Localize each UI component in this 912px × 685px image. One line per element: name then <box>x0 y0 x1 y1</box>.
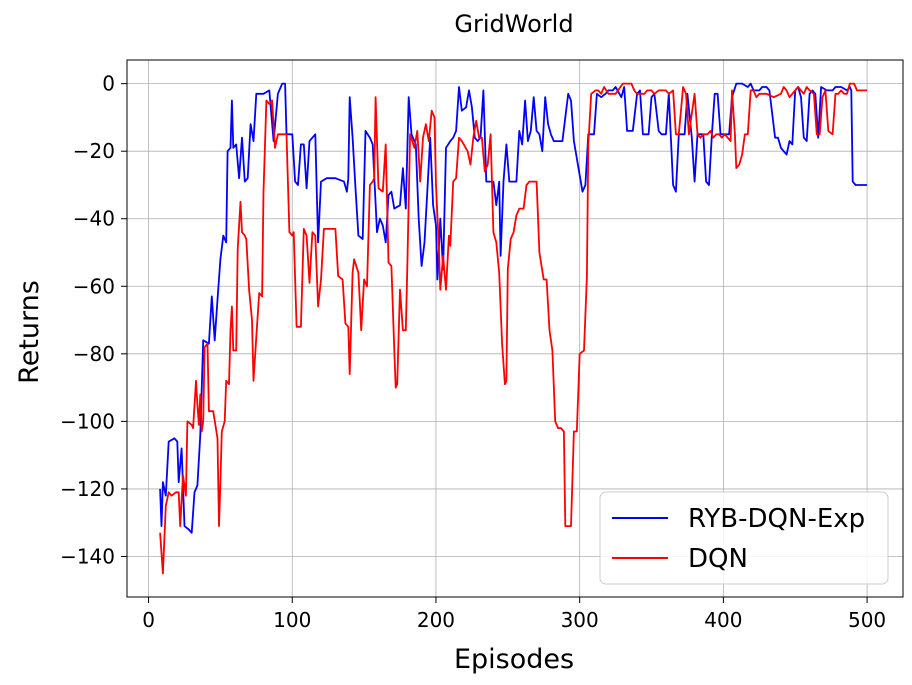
legend-box <box>599 491 889 585</box>
y-tick-label: 0 <box>102 72 115 96</box>
x-tick-label: 200 <box>417 608 455 632</box>
x-tick-label: 0 <box>142 608 155 632</box>
y-tick-label: −120 <box>60 477 115 501</box>
y-tick-label: −80 <box>73 342 115 366</box>
x-tick-label: 100 <box>273 608 311 632</box>
series-line-dqn <box>159 82 868 575</box>
tick-layer: 0 100 200 300 400 500 0 −20 −40 −60 −80 −100 −120 −14… <box>60 72 886 632</box>
chart-title: GridWorld <box>454 10 573 38</box>
x-tick-label: 300 <box>561 608 599 632</box>
x-tick-label: 500 <box>848 608 886 632</box>
x-tick-label: 400 <box>704 608 742 632</box>
series-layer <box>159 82 868 575</box>
plot-frame <box>126 59 904 598</box>
y-tick-label: −40 <box>73 207 115 231</box>
legend-label-dqn: DQN <box>688 544 748 574</box>
y-tick-label: −140 <box>60 544 115 568</box>
y-axis-title: Returns <box>14 280 45 384</box>
y-tick-label: −100 <box>60 409 115 433</box>
series-line-ryb-dqn-exp <box>159 82 868 534</box>
y-tick-label: −60 <box>73 274 115 298</box>
y-tick-label: −20 <box>73 139 115 163</box>
x-axis-title: Episodes <box>454 644 574 675</box>
legend-label-ryb-dqn-exp: RYB-DQN-Exp <box>688 504 865 534</box>
legend: RYB-DQN-Exp DQN <box>599 491 889 585</box>
